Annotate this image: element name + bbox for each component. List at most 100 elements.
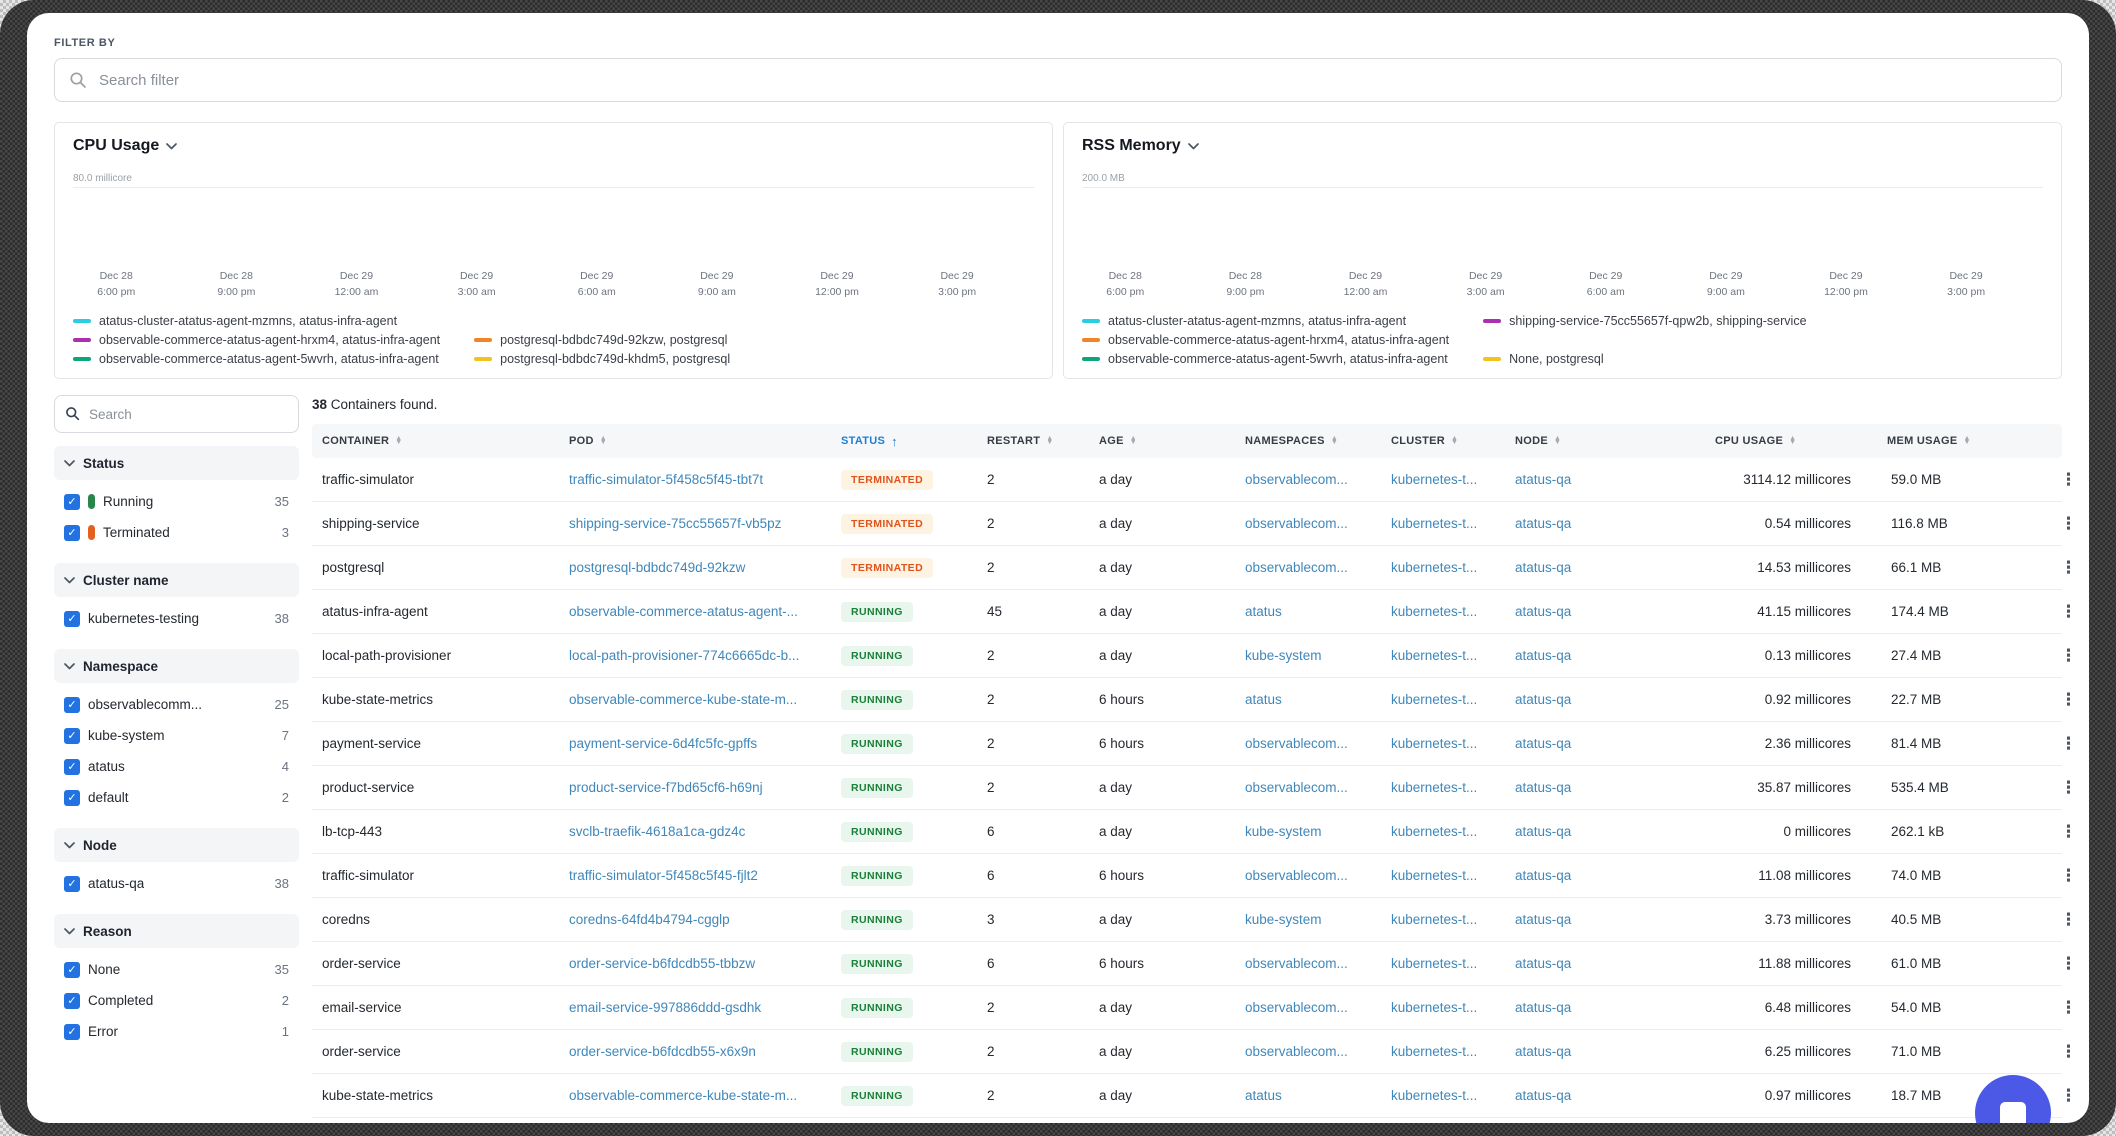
column-header-container[interactable]: CONTAINER▲▼: [312, 435, 559, 447]
node-link[interactable]: atatus-qa: [1515, 692, 1571, 707]
row-actions-kebab-icon[interactable]: ⋮: [2060, 954, 2077, 974]
namespace-link[interactable]: kube-system: [1245, 824, 1322, 839]
cluster-link[interactable]: kubernetes-t...: [1391, 780, 1477, 795]
column-header-pod[interactable]: POD▲▼: [559, 435, 831, 447]
pod-link[interactable]: coredns-64fd4b4794-cgglp: [569, 912, 730, 927]
legend-item[interactable]: observable-commerce-atatus-agent-hrxm4, …: [73, 333, 440, 347]
filter-search-input[interactable]: [54, 58, 2062, 102]
node-link[interactable]: atatus-qa: [1515, 780, 1571, 795]
cluster-link[interactable]: kubernetes-t...: [1391, 648, 1477, 663]
cluster-link[interactable]: kubernetes-t...: [1391, 956, 1477, 971]
node-link[interactable]: atatus-qa: [1515, 912, 1571, 927]
pod-link[interactable]: order-service-b6fdcdb55-x6x9n: [569, 1044, 756, 1059]
node-link[interactable]: atatus-qa: [1515, 824, 1571, 839]
legend-item[interactable]: postgresql-bdbdc749d-khdm5, postgresql: [474, 352, 730, 366]
cluster-link[interactable]: kubernetes-t...: [1391, 560, 1477, 575]
filter-checkbox[interactable]: ✓: [64, 962, 80, 978]
namespace-link[interactable]: observablecom...: [1245, 780, 1348, 795]
node-link[interactable]: atatus-qa: [1515, 868, 1571, 883]
pod-link[interactable]: product-service-f7bd65cf6-h69nj: [569, 780, 763, 795]
namespace-link[interactable]: observablecom...: [1245, 516, 1348, 531]
legend-item[interactable]: observable-commerce-atatus-agent-5wvrh, …: [1082, 352, 1449, 366]
column-header-namespaces[interactable]: NAMESPACES▲▼: [1235, 435, 1381, 447]
cluster-link[interactable]: kubernetes-t...: [1391, 692, 1477, 707]
pod-link[interactable]: svclb-traefik-4618a1ca-gdz4c: [569, 824, 745, 839]
row-actions-kebab-icon[interactable]: ⋮: [2060, 646, 2077, 666]
pod-link[interactable]: traffic-simulator-5f458c5f45-fjlt2: [569, 868, 758, 883]
cluster-link[interactable]: kubernetes-t...: [1391, 604, 1477, 619]
pod-link[interactable]: observable-commerce-atatus-agent-...: [569, 604, 798, 619]
column-header-mem-usage[interactable]: MEM USAGE▲▼: [1877, 435, 2060, 447]
filter-checkbox[interactable]: ✓: [64, 790, 80, 806]
namespace-link[interactable]: observablecom...: [1245, 472, 1348, 487]
sidebar-section-header-status[interactable]: Status: [54, 446, 299, 480]
node-link[interactable]: atatus-qa: [1515, 736, 1571, 751]
node-link[interactable]: atatus-qa: [1515, 1044, 1571, 1059]
filter-checkbox[interactable]: ✓: [64, 494, 80, 510]
cluster-link[interactable]: kubernetes-t...: [1391, 868, 1477, 883]
row-actions-kebab-icon[interactable]: ⋮: [2060, 558, 2077, 578]
cluster-link[interactable]: kubernetes-t...: [1391, 824, 1477, 839]
legend-item[interactable]: None, postgresql: [1483, 352, 1806, 366]
namespace-link[interactable]: observablecom...: [1245, 560, 1348, 575]
column-header-status[interactable]: STATUS↑: [831, 435, 977, 448]
sidebar-section-header-cluster-name[interactable]: Cluster name: [54, 563, 299, 597]
cluster-link[interactable]: kubernetes-t...: [1391, 1088, 1477, 1103]
filter-checkbox[interactable]: ✓: [64, 993, 80, 1009]
row-actions-kebab-icon[interactable]: ⋮: [2060, 734, 2077, 754]
namespace-link[interactable]: observablecom...: [1245, 736, 1348, 751]
pod-link[interactable]: shipping-service-75cc55657f-vb5pz: [569, 516, 781, 531]
row-actions-kebab-icon[interactable]: ⋮: [2060, 514, 2077, 534]
namespace-link[interactable]: observablecom...: [1245, 956, 1348, 971]
node-link[interactable]: atatus-qa: [1515, 1088, 1571, 1103]
row-actions-kebab-icon[interactable]: ⋮: [2060, 690, 2077, 710]
sidebar-section-header-reason[interactable]: Reason: [54, 914, 299, 948]
row-actions-kebab-icon[interactable]: ⋮: [2060, 602, 2077, 622]
sidebar-section-header-namespace[interactable]: Namespace: [54, 649, 299, 683]
pod-link[interactable]: traffic-simulator-5f458c5f45-tbt7t: [569, 472, 763, 487]
namespace-link[interactable]: atatus: [1245, 692, 1282, 707]
node-link[interactable]: atatus-qa: [1515, 604, 1571, 619]
legend-item[interactable]: shipping-service-75cc55657f-qpw2b, shipp…: [1483, 314, 1806, 328]
cluster-link[interactable]: kubernetes-t...: [1391, 1000, 1477, 1015]
legend-item[interactable]: atatus-cluster-atatus-agent-mzmns, atatu…: [1082, 314, 1449, 328]
row-actions-kebab-icon[interactable]: ⋮: [2060, 1086, 2077, 1106]
filter-checkbox[interactable]: ✓: [64, 728, 80, 744]
row-actions-kebab-icon[interactable]: ⋮: [2060, 910, 2077, 930]
row-actions-kebab-icon[interactable]: ⋮: [2060, 1042, 2077, 1062]
namespace-link[interactable]: observablecom...: [1245, 1000, 1348, 1015]
row-actions-kebab-icon[interactable]: ⋮: [2060, 778, 2077, 798]
cpu-usage-chart-dropdown[interactable]: CPU Usage: [73, 137, 1034, 155]
cluster-link[interactable]: kubernetes-t...: [1391, 736, 1477, 751]
column-header-restart[interactable]: RESTART▲▼: [977, 435, 1089, 447]
namespace-link[interactable]: observablecom...: [1245, 868, 1348, 883]
node-link[interactable]: atatus-qa: [1515, 956, 1571, 971]
pod-link[interactable]: observable-commerce-kube-state-m...: [569, 1088, 797, 1103]
row-actions-kebab-icon[interactable]: ⋮: [2060, 866, 2077, 886]
rss-memory-chart-dropdown[interactable]: RSS Memory: [1082, 137, 2043, 155]
row-actions-kebab-icon[interactable]: ⋮: [2060, 470, 2077, 490]
filter-checkbox[interactable]: ✓: [64, 697, 80, 713]
cluster-link[interactable]: kubernetes-t...: [1391, 472, 1477, 487]
filter-checkbox[interactable]: ✓: [64, 525, 80, 541]
column-header-age[interactable]: AGE▲▼: [1089, 435, 1235, 447]
namespace-link[interactable]: atatus: [1245, 1088, 1282, 1103]
cluster-link[interactable]: kubernetes-t...: [1391, 912, 1477, 927]
row-actions-kebab-icon[interactable]: ⋮: [2060, 822, 2077, 842]
pod-link[interactable]: postgresql-bdbdc749d-92kzw: [569, 560, 745, 575]
column-header-cluster[interactable]: CLUSTER▲▼: [1381, 435, 1505, 447]
legend-item[interactable]: postgresql-bdbdc749d-92kzw, postgresql: [474, 333, 730, 347]
node-link[interactable]: atatus-qa: [1515, 472, 1571, 487]
sidebar-section-header-node[interactable]: Node: [54, 828, 299, 862]
cluster-link[interactable]: kubernetes-t...: [1391, 1044, 1477, 1059]
pod-link[interactable]: email-service-997886ddd-gsdhk: [569, 1000, 761, 1015]
pod-link[interactable]: local-path-provisioner-774c6665dc-b...: [569, 648, 799, 663]
column-header-node[interactable]: NODE▲▼: [1505, 435, 1705, 447]
legend-item[interactable]: atatus-cluster-atatus-agent-mzmns, atatu…: [73, 314, 440, 328]
node-link[interactable]: atatus-qa: [1515, 1000, 1571, 1015]
legend-item[interactable]: observable-commerce-atatus-agent-hrxm4, …: [1082, 333, 1449, 347]
node-link[interactable]: atatus-qa: [1515, 560, 1571, 575]
column-header-cpu-usage[interactable]: CPU USAGE▲▼: [1705, 435, 1877, 447]
node-link[interactable]: atatus-qa: [1515, 516, 1571, 531]
namespace-link[interactable]: observablecom...: [1245, 1044, 1348, 1059]
